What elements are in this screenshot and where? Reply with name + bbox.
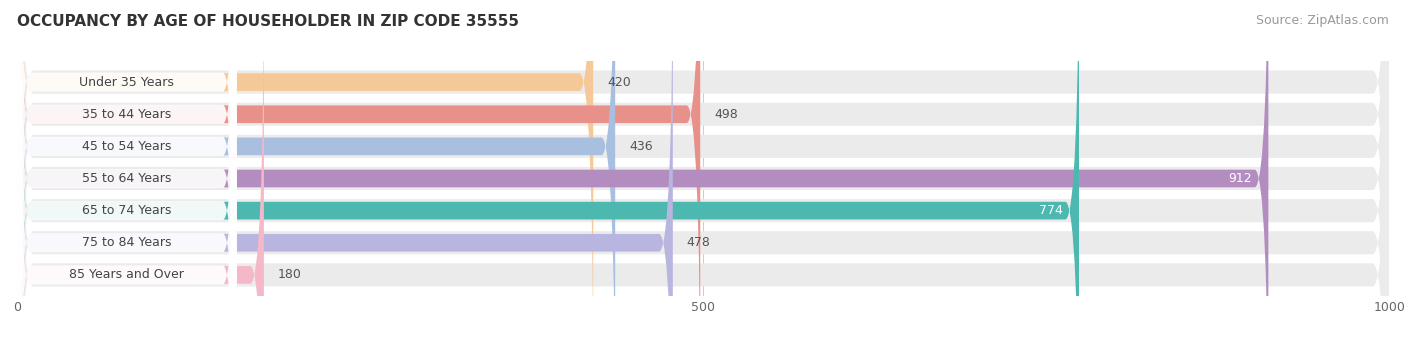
FancyBboxPatch shape [17,0,236,340]
Text: 65 to 74 Years: 65 to 74 Years [82,204,172,217]
Text: Source: ZipAtlas.com: Source: ZipAtlas.com [1256,14,1389,27]
Text: 498: 498 [714,108,738,121]
Text: 45 to 54 Years: 45 to 54 Years [82,140,172,153]
FancyBboxPatch shape [17,0,1389,340]
FancyBboxPatch shape [17,0,1268,340]
Text: 420: 420 [607,75,631,89]
FancyBboxPatch shape [17,0,673,340]
Text: 912: 912 [1229,172,1251,185]
Text: 774: 774 [1039,204,1063,217]
FancyBboxPatch shape [17,0,616,340]
Text: 35 to 44 Years: 35 to 44 Years [82,108,172,121]
FancyBboxPatch shape [17,0,700,340]
Text: Under 35 Years: Under 35 Years [79,75,174,89]
FancyBboxPatch shape [17,0,593,340]
Text: 478: 478 [686,236,710,249]
FancyBboxPatch shape [17,0,1389,340]
Text: 55 to 64 Years: 55 to 64 Years [82,172,172,185]
FancyBboxPatch shape [17,0,236,340]
FancyBboxPatch shape [17,0,236,340]
Text: 85 Years and Over: 85 Years and Over [69,268,184,282]
FancyBboxPatch shape [17,0,1389,340]
FancyBboxPatch shape [17,0,1078,340]
FancyBboxPatch shape [17,0,236,340]
Text: 436: 436 [628,140,652,153]
FancyBboxPatch shape [17,0,236,340]
FancyBboxPatch shape [17,0,264,340]
FancyBboxPatch shape [17,0,1389,340]
FancyBboxPatch shape [17,0,1389,340]
FancyBboxPatch shape [17,0,236,340]
Text: 75 to 84 Years: 75 to 84 Years [82,236,172,249]
FancyBboxPatch shape [17,0,1389,340]
Text: OCCUPANCY BY AGE OF HOUSEHOLDER IN ZIP CODE 35555: OCCUPANCY BY AGE OF HOUSEHOLDER IN ZIP C… [17,14,519,29]
FancyBboxPatch shape [17,0,1389,340]
FancyBboxPatch shape [17,0,236,340]
Text: 180: 180 [277,268,301,282]
